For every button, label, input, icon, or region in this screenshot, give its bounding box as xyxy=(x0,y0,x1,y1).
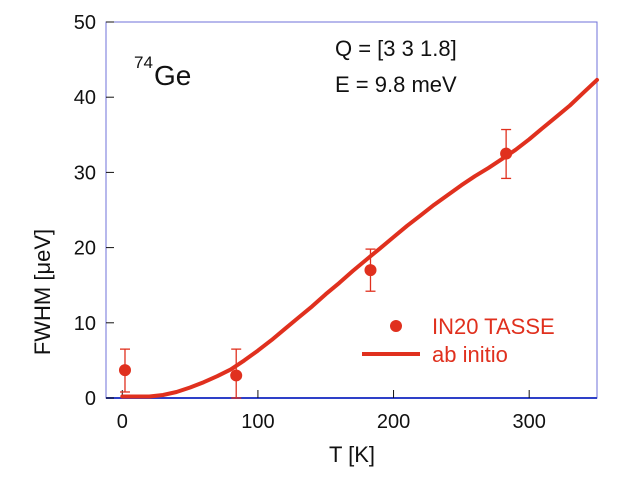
data-point xyxy=(500,147,513,160)
q-vector-label: Q = [3 3 1.8] xyxy=(335,36,457,61)
y-tick-label: 40 xyxy=(74,87,96,109)
y-tick-label: 30 xyxy=(74,162,96,184)
x-tick-label: 0 xyxy=(117,411,128,433)
x-tick-label: 200 xyxy=(377,411,410,433)
y-axis: 0 10 20 30 40 50 xyxy=(74,12,114,410)
legend-label-in20-tasse: IN20 TASSE xyxy=(432,314,555,339)
y-tick-label: 10 xyxy=(74,313,96,335)
data-point xyxy=(118,364,131,377)
x-tick-label: 100 xyxy=(241,411,274,433)
energy-label: E = 9.8 meV xyxy=(335,72,457,97)
y-tick-label: 20 xyxy=(74,238,96,260)
x-axis: 0 100 200 300 xyxy=(117,390,546,433)
legend-label-ab-initio: ab initio xyxy=(432,342,508,367)
y-axis-title: FWHM [μeV] xyxy=(30,229,55,355)
isotope-superscript: 74 xyxy=(134,53,153,72)
series-layer xyxy=(118,77,599,399)
ab-initio-curve xyxy=(120,77,599,399)
data-point xyxy=(364,264,377,277)
data-point xyxy=(230,369,243,382)
legend-point-marker xyxy=(390,320,402,332)
y-tick-label: 0 xyxy=(85,388,96,410)
y-tick-label: 50 xyxy=(74,12,96,34)
x-tick-label: 300 xyxy=(512,411,545,433)
legend: IN20 TASSE ab initio xyxy=(362,314,555,367)
isotope-label: Ge xyxy=(154,60,191,91)
x-axis-title: T [K] xyxy=(329,442,375,467)
